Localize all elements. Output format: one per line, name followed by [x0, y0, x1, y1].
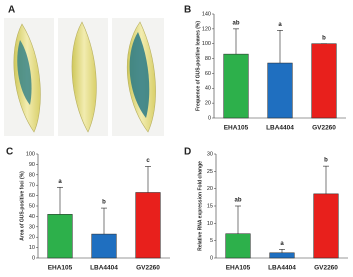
- y-tick-label: 40: [29, 214, 35, 220]
- y-tick-label: 30: [29, 224, 35, 230]
- bar: [311, 43, 337, 119]
- x-tick-label: LBA4404: [268, 265, 296, 272]
- y-tick-label: 0: [210, 255, 213, 261]
- y-tick-label: 80: [205, 56, 211, 62]
- significance-letter: b: [322, 35, 326, 41]
- leaf: [71, 21, 97, 133]
- y-tick-label: 50: [29, 203, 35, 209]
- y-tick-label: 80: [29, 172, 35, 178]
- gus-stain: [129, 32, 150, 118]
- y-tick-label: 60: [29, 193, 35, 199]
- y-tick-label: 20: [207, 186, 213, 192]
- panel-label: B: [184, 5, 191, 16]
- panel-label: A: [8, 5, 15, 16]
- panel-label: D: [184, 147, 191, 158]
- y-tick-label: 0: [32, 255, 35, 261]
- y-tick-label: 20: [29, 235, 35, 241]
- leaf-photos: [4, 18, 164, 136]
- y-tick-label: 15: [207, 203, 213, 209]
- x-tick-label: LBA4404: [266, 125, 294, 132]
- significance-letter: b: [324, 158, 328, 164]
- x-tick-label: GV2260: [136, 265, 160, 272]
- x-tick-label: EHA105: [226, 265, 251, 272]
- gus-stain: [17, 40, 32, 105]
- y-tick-label: 40: [205, 86, 211, 92]
- significance-letter: a: [58, 179, 62, 185]
- significance-letter: a: [280, 241, 284, 247]
- bar: [223, 53, 249, 119]
- bar: [269, 252, 295, 259]
- x-tick-label: GV2260: [314, 265, 338, 272]
- bar: [313, 193, 339, 259]
- x-tick-label: GV2260: [312, 125, 336, 132]
- significance-letter: a: [278, 22, 282, 28]
- y-tick-label: 60: [205, 71, 211, 77]
- y-axis-label: Relative RNA expression Fold change: [197, 161, 203, 251]
- y-tick-label: 20: [205, 101, 211, 107]
- y-tick-label: 5: [210, 238, 213, 244]
- significance-letter: ab: [232, 20, 239, 26]
- x-tick-label: EHA105: [224, 125, 249, 132]
- y-tick-label: 25: [207, 169, 213, 175]
- panel-label: C: [6, 147, 13, 158]
- y-tick-label: 10: [207, 221, 213, 227]
- y-tick-label: 30: [207, 151, 213, 157]
- y-tick-label: 100: [202, 41, 211, 47]
- y-tick-label: 100: [26, 151, 35, 157]
- y-tick-label: 70: [29, 183, 35, 189]
- bar: [91, 233, 117, 259]
- y-tick-label: 10: [29, 245, 35, 251]
- significance-letter: ab: [234, 198, 241, 204]
- y-tick-label: 90: [29, 162, 35, 168]
- x-tick-label: LBA4404: [90, 265, 118, 272]
- y-tick-label: 120: [202, 26, 211, 32]
- significance-letter: c: [146, 158, 150, 164]
- y-tick-label: 0: [208, 115, 211, 121]
- bar: [47, 214, 73, 259]
- bar: [225, 233, 251, 259]
- y-axis-label: Area of GUS-positive foci (%): [19, 171, 25, 241]
- bar: [267, 62, 293, 119]
- y-axis-label: Frequence of GUS-positive leaves (%): [195, 21, 201, 111]
- y-tick-label: 140: [202, 11, 211, 17]
- bar: [135, 192, 161, 259]
- significance-letter: b: [102, 200, 106, 206]
- x-tick-label: EHA105: [48, 265, 73, 272]
